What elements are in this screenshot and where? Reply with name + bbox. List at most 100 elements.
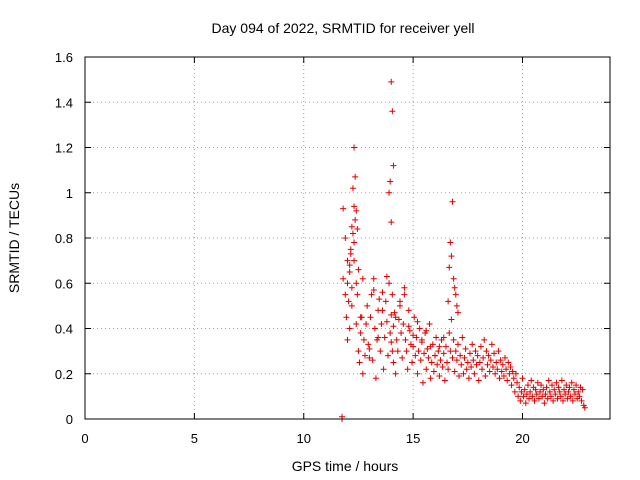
data-point <box>371 325 378 332</box>
data-point <box>453 302 460 309</box>
data-point <box>411 314 418 321</box>
data-point <box>514 379 521 386</box>
data-point <box>463 366 470 373</box>
data-point <box>381 334 388 341</box>
data-point <box>349 230 356 237</box>
data-point <box>356 359 363 366</box>
data-point <box>470 357 477 364</box>
data-point <box>581 404 588 411</box>
data-point <box>346 262 353 269</box>
data-point <box>436 343 443 350</box>
data-point <box>344 336 351 343</box>
data-point <box>352 173 359 180</box>
data-point <box>416 325 423 332</box>
data-point <box>370 287 377 294</box>
data-point <box>495 348 502 355</box>
data-point <box>449 354 456 361</box>
data-point <box>390 162 397 169</box>
data-point <box>534 379 541 386</box>
data-point <box>484 361 491 368</box>
data-point <box>351 144 358 151</box>
data-point <box>476 359 483 366</box>
data-point <box>521 386 528 393</box>
data-point <box>352 216 359 223</box>
data-point <box>444 359 451 366</box>
data-point <box>483 348 490 355</box>
data-point <box>388 311 395 318</box>
data-point <box>507 363 514 370</box>
data-point <box>520 393 527 400</box>
data-point <box>410 332 417 339</box>
data-point <box>576 393 583 400</box>
data-point <box>552 391 559 398</box>
data-point <box>469 341 476 348</box>
data-point <box>392 370 399 377</box>
data-point <box>366 345 373 352</box>
data-point <box>388 339 395 346</box>
y-tick-label: 1.6 <box>55 50 73 65</box>
data-point <box>499 361 506 368</box>
data-point <box>491 350 498 357</box>
data-point <box>453 357 460 364</box>
y-tick-label: 0.2 <box>55 367 73 382</box>
data-point <box>471 370 478 377</box>
data-point <box>369 357 376 364</box>
data-point <box>351 257 358 264</box>
data-point <box>400 320 407 327</box>
data-point <box>554 395 561 402</box>
data-point <box>418 336 425 343</box>
data-point <box>413 334 420 341</box>
data-point <box>454 309 461 316</box>
data-point <box>506 370 513 377</box>
data-point <box>579 386 586 393</box>
data-point <box>423 327 430 334</box>
data-point <box>517 397 524 404</box>
data-point <box>390 323 397 330</box>
data-point <box>376 296 383 303</box>
data-point <box>460 370 467 377</box>
data-point <box>477 343 484 350</box>
data-point <box>540 386 547 393</box>
data-point <box>389 108 396 115</box>
data-point <box>378 320 385 327</box>
data-point <box>435 348 442 355</box>
data-point <box>359 275 366 282</box>
data-point <box>372 375 379 382</box>
y-tick-label: 1 <box>66 186 73 201</box>
data-point <box>474 352 481 359</box>
data-point <box>508 382 515 389</box>
data-point <box>405 323 412 330</box>
data-point <box>539 393 546 400</box>
data-point <box>406 327 413 334</box>
data-point <box>497 357 504 364</box>
data-point <box>401 291 408 298</box>
data-point <box>561 386 568 393</box>
data-point <box>446 264 453 271</box>
data-point <box>462 345 469 352</box>
chart-title: Day 094 of 2022, SRMTID for receiver yel… <box>212 20 475 36</box>
data-point <box>397 302 403 309</box>
data-point <box>399 354 406 361</box>
data-point <box>387 330 394 337</box>
data-point <box>384 352 391 359</box>
data-point <box>427 343 434 350</box>
data-point <box>383 318 390 325</box>
data-point <box>387 178 394 185</box>
data-point <box>402 336 409 343</box>
data-point <box>447 348 454 355</box>
data-point <box>578 397 585 404</box>
data-point <box>492 370 499 377</box>
data-point <box>440 334 447 341</box>
x-axis-label: GPS time / hours <box>292 458 399 474</box>
data-point <box>364 302 371 309</box>
data-point <box>502 354 508 361</box>
data-point <box>398 330 405 337</box>
data-point <box>526 395 533 402</box>
data-point <box>524 382 531 389</box>
data-point <box>550 397 557 404</box>
data-point <box>487 357 494 364</box>
data-point <box>353 320 360 327</box>
data-point <box>545 377 552 384</box>
